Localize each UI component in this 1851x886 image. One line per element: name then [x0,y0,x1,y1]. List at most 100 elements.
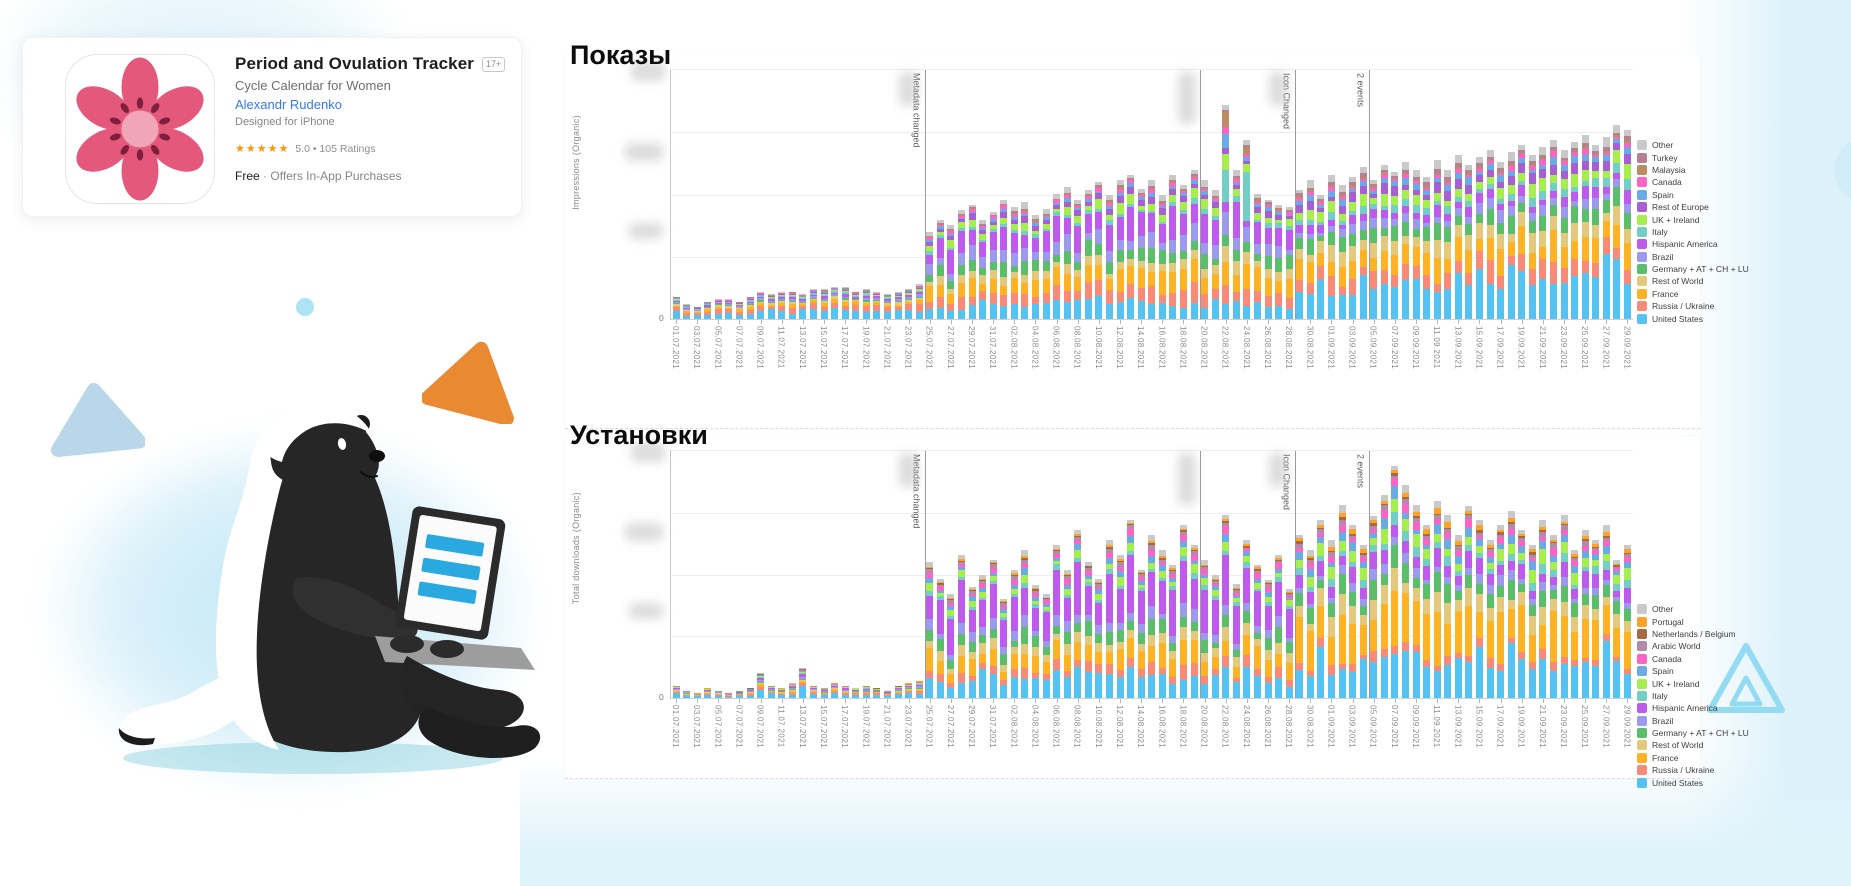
segment[interactable] [1444,289,1452,319]
segment[interactable] [1243,635,1251,656]
segment[interactable] [1222,526,1230,534]
segment[interactable] [1285,211,1293,213]
segment[interactable] [1317,204,1325,208]
segment[interactable] [1000,672,1008,680]
segment[interactable] [957,656,965,673]
segment[interactable] [873,692,881,694]
segment[interactable] [820,293,828,295]
segment[interactable] [704,314,712,319]
segment[interactable] [757,676,765,678]
segment[interactable] [704,695,712,698]
segment[interactable] [1623,269,1631,284]
segment[interactable] [957,219,965,222]
bar-02.09.2021[interactable] [1338,184,1346,319]
segment[interactable] [1475,157,1483,163]
segment[interactable] [1084,672,1092,698]
segment[interactable] [1497,170,1505,173]
segment[interactable] [979,591,987,598]
bar-13.07.2021[interactable] [799,668,807,698]
segment[interactable] [1433,178,1441,182]
segment[interactable] [1169,574,1177,578]
segment[interactable] [1518,158,1526,164]
segment[interactable] [1105,549,1113,554]
segment[interactable] [1222,154,1230,170]
segment[interactable] [746,301,754,304]
segment[interactable] [1486,551,1494,558]
segment[interactable] [1084,198,1092,202]
segment[interactable] [820,692,828,694]
segment[interactable] [1179,184,1187,189]
segment[interactable] [735,304,743,305]
segment[interactable] [1148,204,1156,211]
segment[interactable] [1486,164,1494,170]
segment[interactable] [1444,549,1452,556]
segment[interactable] [1148,231,1156,248]
segment[interactable] [672,302,680,304]
segment[interactable] [1137,668,1145,677]
segment[interactable] [1222,109,1230,113]
segment[interactable] [1380,574,1388,586]
segment[interactable] [1571,659,1579,666]
segment[interactable] [1074,226,1082,254]
segment[interactable] [1623,178,1631,191]
segment[interactable] [1465,513,1473,516]
segment[interactable] [809,290,817,292]
segment[interactable] [1592,565,1600,574]
segment[interactable] [1275,204,1283,209]
segment[interactable] [1042,293,1050,303]
segment[interactable] [1475,202,1483,214]
segment[interactable] [1317,279,1325,319]
segment[interactable] [683,693,691,694]
segment[interactable] [1264,203,1272,205]
segment[interactable] [1074,261,1082,270]
segment[interactable] [1190,640,1198,663]
legend-item-russia-ukraine[interactable]: Russia / Ukraine [1637,300,1749,312]
segment[interactable] [672,299,680,301]
bar-26.09.2021[interactable] [1592,144,1600,319]
segment[interactable] [1232,185,1240,190]
segment[interactable] [799,681,807,683]
segment[interactable] [926,245,934,252]
segment[interactable] [1063,579,1071,585]
segment[interactable] [757,295,765,297]
segment[interactable] [1095,296,1103,319]
segment[interactable] [757,294,765,296]
segment[interactable] [905,289,913,291]
segment[interactable] [1285,591,1293,593]
segment[interactable] [1571,566,1579,574]
segment[interactable] [1317,561,1325,577]
segment[interactable] [979,274,987,284]
segment[interactable] [1581,221,1589,237]
segment[interactable] [883,294,891,296]
segment[interactable] [1190,676,1198,698]
segment[interactable] [936,584,944,587]
segment[interactable] [1486,540,1494,546]
segment[interactable] [1275,561,1283,564]
bar-13.09.2021[interactable] [1454,154,1462,319]
segment[interactable] [1507,193,1515,201]
segment[interactable] [1507,264,1515,319]
segment[interactable] [809,291,817,293]
segment[interactable] [1592,609,1600,621]
segment[interactable] [1063,643,1071,655]
segment[interactable] [1127,555,1135,614]
segment[interactable] [1243,623,1251,636]
bar-27.09.2021[interactable] [1602,525,1610,698]
segment[interactable] [1010,593,1018,598]
bar-23.08.2021[interactable] [1232,169,1240,319]
bar-05.07.2021[interactable] [714,299,722,319]
segment[interactable] [1412,644,1420,653]
segment[interactable] [725,301,733,302]
segment[interactable] [1391,478,1399,487]
segment[interactable] [1423,599,1431,614]
segment[interactable] [1528,569,1536,583]
segment[interactable] [1137,189,1145,193]
segment[interactable] [841,692,849,694]
segment[interactable] [725,299,733,300]
segment[interactable] [926,274,934,283]
segment[interactable] [873,691,881,692]
segment[interactable] [1592,170,1600,178]
segment[interactable] [1465,536,1473,545]
segment[interactable] [1158,222,1166,225]
segment[interactable] [1581,535,1589,539]
